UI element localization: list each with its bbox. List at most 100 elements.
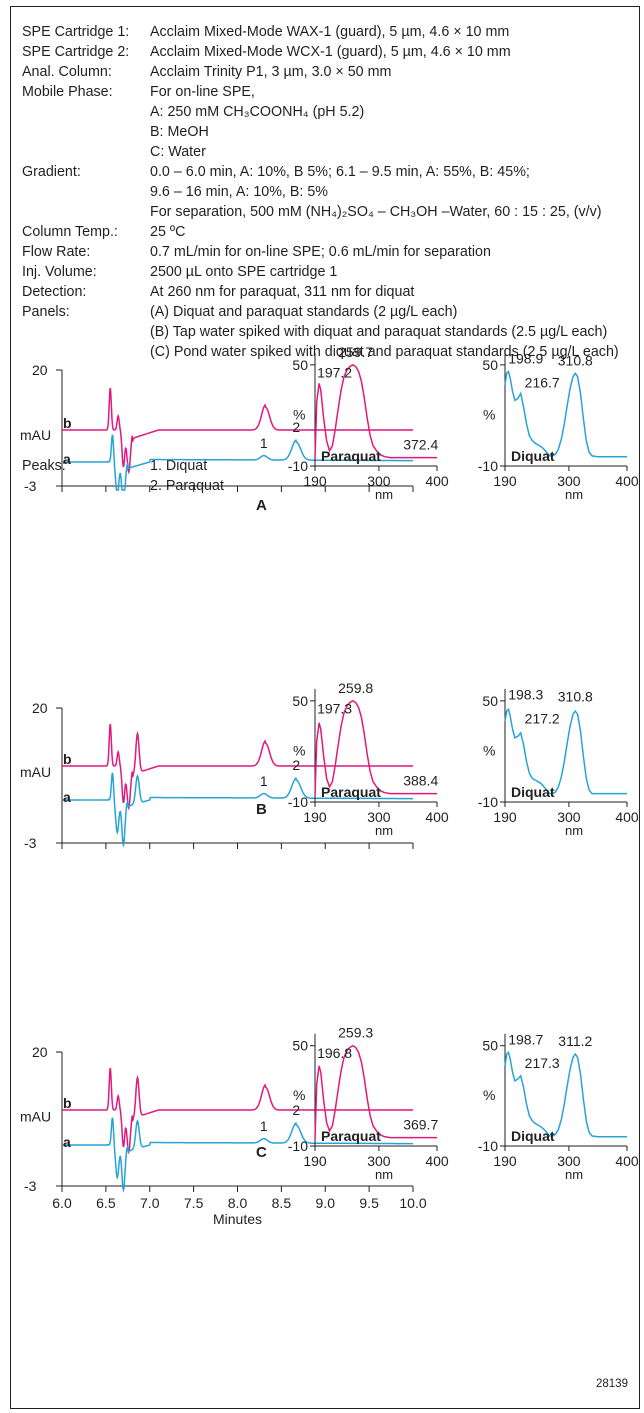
condition-values: Acclaim Trinity P1, 3 µm, 3.0 × 50 mm	[150, 62, 632, 82]
chrom-x-axis-label: Minutes	[213, 1211, 262, 1227]
chrom-x-tick-label: 7.5	[184, 1195, 204, 1211]
condition-value-line: (C) Pond water spiked with diquat and pa…	[150, 344, 619, 360]
spectrum-y-axis-label: %	[293, 406, 305, 422]
spectrum-x-tick-label: 400	[615, 473, 639, 489]
spectrum-x-axis-label: nm	[375, 1167, 393, 1182]
spectrum-name: Paraquat	[321, 1128, 381, 1144]
condition-value-line: For on-line SPE,	[150, 84, 255, 100]
condition-values: Acclaim Mixed-Mode WCX-1 (guard), 5 µm, …	[150, 42, 632, 62]
spectrum-annotation: 310.8	[558, 688, 593, 704]
series-a-line	[62, 772, 413, 848]
spectrum-x-axis-label: nm	[565, 1167, 583, 1182]
condition-value-line: 25 ºC	[150, 224, 186, 240]
condition-label: Column Temp.:	[22, 224, 118, 240]
panel-letter: A	[256, 497, 267, 514]
spectrum-annotation: 197.3	[317, 700, 352, 716]
spectrum-x-tick-label: 300	[557, 809, 581, 825]
spectrum-x-axis-label: nm	[375, 487, 393, 502]
spectrum-y-tick-label: 50	[292, 693, 308, 709]
condition-row: Detection: At 260 nm for paraquat, 311 nm…	[22, 282, 632, 302]
spectrum-x-tick-label: 400	[425, 473, 449, 489]
chrom-x-tick-label: 9.0	[316, 1195, 336, 1211]
spectrum-name: Paraquat	[321, 448, 381, 464]
series-a-line	[62, 434, 413, 491]
spectrum-annotation: 372.4	[403, 437, 438, 453]
chrom-y-tick-label: 20	[32, 362, 48, 378]
condition-label: Detection:	[22, 284, 87, 300]
spectrum-y-tick-label: -10	[478, 794, 498, 810]
peak-label: 1	[260, 435, 268, 451]
spectrum-x-tick-label: 400	[425, 809, 449, 825]
condition-value-line: 0.7 mL/min for on-line SPE; 0.6 mL/min f…	[150, 244, 491, 260]
peak-label: 1	[260, 773, 268, 789]
series-b-line	[62, 387, 413, 475]
spectrum-y-tick-label: -10	[288, 458, 308, 474]
spectrum-annotation: 259.7	[338, 344, 373, 360]
condition-values: 25 ºC	[150, 222, 632, 242]
spectrum-name: Diquat	[511, 448, 555, 464]
spectrum-y-tick-label: -10	[478, 458, 498, 474]
chrom-y-tick-label: -3	[24, 835, 37, 851]
spectrum-y-tick-label: 50	[482, 693, 498, 709]
spectrum-x-tick-label: 300	[367, 473, 391, 489]
chrom-y-axis-label: mAU	[20, 1109, 51, 1125]
condition-row: Inj. Volume: 2500 µL onto SPE cartridge 1	[22, 262, 632, 282]
series-b-label: b	[63, 1095, 72, 1111]
chrom-y-axis-label: mAU	[20, 427, 51, 443]
spectrum-x-tick-label: 190	[493, 1153, 517, 1169]
spectrum-x-axis-label: nm	[375, 823, 393, 838]
condition-value-line: 0.0 – 6.0 min, A: 10%, B 5%; 6.1 – 9.5 m…	[150, 164, 530, 180]
spectrum-x-tick-label: 300	[557, 1153, 581, 1169]
spectrum-x-tick-label: 400	[615, 1153, 639, 1169]
spectrum-y-axis-label: %	[483, 1087, 495, 1103]
series-a-label: a	[63, 789, 71, 805]
spectrum-x-tick-label: 190	[493, 473, 517, 489]
spectrum-x-axis-label: nm	[565, 487, 583, 502]
spectrum-x-tick-label: 300	[367, 1153, 391, 1169]
spectrum-annotation: 217.3	[525, 1055, 560, 1071]
panel-letter: C	[256, 1144, 267, 1161]
spectrum-x-tick-label: 190	[303, 473, 327, 489]
condition-values: 0.7 mL/min for on-line SPE; 0.6 mL/min f…	[150, 242, 632, 262]
condition-value-line: Acclaim Mixed-Mode WAX-1 (guard), 5 µm, …	[150, 24, 510, 40]
spectrum-line	[504, 370, 627, 458]
series-a-label: a	[63, 451, 71, 467]
condition-value-line: A: 250 mM CH₃COONH₄ (pH 5.2)	[150, 104, 365, 120]
spectrum-y-axis-label: %	[293, 1087, 305, 1103]
series-b-line	[62, 1067, 413, 1155]
chrom-y-tick-label: -3	[24, 1178, 37, 1194]
condition-row: Column Temp.: 25 ºC	[22, 222, 632, 242]
spectrum-annotation: 217.2	[525, 711, 560, 727]
spectrum-x-tick-label: 190	[303, 809, 327, 825]
chrom-x-tick-label: 6.5	[96, 1195, 116, 1211]
spectrum-annotation: 259.3	[338, 1025, 373, 1041]
spectrum-line	[504, 1050, 627, 1138]
condition-values: (A) Diquat and paraquat standards (2 µg/…	[150, 302, 632, 362]
condition-value-line: Acclaim Trinity P1, 3 µm, 3.0 × 50 mm	[150, 64, 392, 80]
spectrum-y-tick-label: -10	[288, 794, 308, 810]
peak-item-diquat: 1. Diquat	[150, 458, 208, 474]
spectrum-y-axis-label: %	[483, 406, 495, 422]
condition-label: SPE Cartridge 1:	[22, 24, 130, 40]
condition-values: Acclaim Mixed-Mode WAX-1 (guard), 5 µm, …	[150, 22, 632, 42]
condition-row: Gradient: 0.0 – 6.0 min, A: 10%, B 5%; 6.…	[22, 162, 632, 222]
panel-letter: B	[256, 801, 267, 818]
spectrum-annotation: 198.3	[508, 687, 543, 703]
spectrum-y-axis-label: %	[293, 742, 305, 758]
spectrum-annotation: 198.7	[508, 1031, 543, 1047]
spectrum-x-tick-label: 190	[493, 809, 517, 825]
spectrum-x-tick-label: 300	[557, 473, 581, 489]
spectrum-annotation: 196.8	[317, 1045, 352, 1061]
spectrum-annotation: 388.4	[403, 773, 438, 789]
condition-row: SPE Cartridge 2: Acclaim Mixed-Mode WCX-1…	[22, 42, 632, 62]
condition-label: Mobile Phase:	[22, 84, 113, 100]
chrom-x-tick-label: 8.5	[272, 1195, 292, 1211]
condition-value-line: At 260 nm for paraquat, 311 nm for diqua…	[150, 284, 415, 300]
condition-row: Flow Rate: 0.7 mL/min for on-line SPE; 0.…	[22, 242, 632, 262]
condition-label: Inj. Volume:	[22, 264, 97, 280]
condition-value-line: (A) Diquat and paraquat standards (2 µg/…	[150, 304, 458, 320]
condition-row: Panels: (A) Diquat and paraquat standards…	[22, 302, 632, 362]
condition-label: Flow Rate:	[22, 244, 91, 260]
spectrum-name: Diquat	[511, 1128, 555, 1144]
